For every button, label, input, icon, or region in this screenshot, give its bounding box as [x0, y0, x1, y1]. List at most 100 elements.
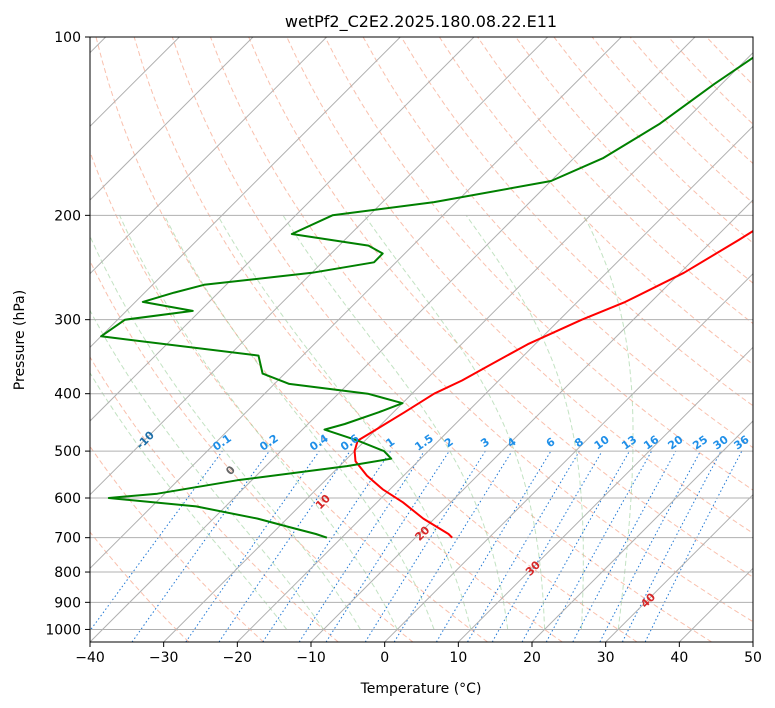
- dry-adiabat-label: 20: [412, 523, 432, 543]
- mixing-ratio-line: [90, 450, 223, 632]
- isotherm-line: [384, 272, 753, 642]
- x-tick-label: 30: [597, 650, 615, 666]
- moist-adiabat-line: [282, 215, 509, 630]
- dewpoint-line: [100, 56, 753, 539]
- plot-frame: [89, 36, 754, 643]
- isotherm-line: [605, 493, 753, 642]
- x-axis-label: Temperature (°C): [360, 681, 482, 697]
- dry-adiabats: [90, 37, 753, 642]
- isotherm-line: [90, 37, 475, 422]
- y-tick-label: 400: [54, 387, 81, 403]
- mixing-ratio-line: [131, 450, 270, 642]
- mixing-ratio-label: 20: [666, 433, 686, 453]
- dry-adiabat-line: [210, 37, 753, 623]
- dry-adiabat-label: 0: [223, 463, 238, 478]
- mixing-ratio-label: 16: [641, 433, 661, 453]
- dry-adiabat-line: [362, 37, 753, 449]
- moist-adiabat-line: [119, 215, 398, 630]
- mixing-ratio-line: [467, 450, 580, 642]
- isotherm-line: [90, 37, 622, 570]
- isotherm-line: [678, 567, 753, 642]
- isotherm-line: [90, 37, 696, 642]
- isotherm-line: [457, 346, 753, 642]
- mixing-ratio-line: [599, 450, 701, 642]
- dry-adiabat-line: [90, 356, 339, 642]
- dry-adiabat-line: [90, 531, 190, 642]
- isotherm-line: [90, 37, 328, 275]
- mixing-ratio-label: 1.5: [412, 432, 435, 454]
- dry-adiabat-line: [438, 37, 753, 366]
- x-tick-label: −40: [75, 650, 105, 666]
- y-axis-label: Pressure (hPa): [12, 290, 28, 390]
- plot-area: 0.10.20.40.611.52346810131620253036-100-…: [90, 37, 753, 642]
- dry-adiabat-label: -10: [134, 428, 157, 451]
- mixing-ratio-label: 10: [592, 433, 612, 453]
- mixing-ratio-line: [521, 450, 630, 642]
- dry-adiabat-line: [90, 445, 264, 642]
- dry-adiabat-line: [248, 37, 753, 578]
- isotherm-line: [90, 37, 401, 349]
- dry-adiabat-line: [90, 259, 414, 642]
- mixing-ratio-line: [298, 450, 425, 642]
- moist-adiabat-line: [217, 215, 472, 630]
- y-tick-label: 900: [54, 595, 81, 611]
- mixing-ratio-line: [545, 450, 653, 642]
- mixing-ratio-label: 13: [619, 433, 639, 452]
- dry-adiabat-label: 30: [523, 558, 543, 578]
- y-tick-label: 200: [54, 208, 81, 224]
- y-tick-label: 700: [54, 531, 81, 547]
- y-tick-label: 1000: [45, 622, 81, 638]
- mixing-ratio-label: 30: [711, 433, 731, 453]
- dry-adiabat-line: [324, 37, 753, 491]
- x-tick-label: −10: [296, 650, 326, 666]
- moist-adiabat-line: [90, 309, 325, 630]
- isotherm-line: [310, 199, 753, 642]
- mixing-ratio-label: 6: [544, 435, 558, 450]
- x-tick-label: −20: [223, 650, 253, 666]
- moist-adiabat-line: [90, 235, 361, 630]
- y-tick-label: 600: [54, 491, 81, 507]
- x-tick-label: 10: [449, 650, 467, 666]
- y-axis-ticks: 100 200 300 400 500 600 700 800 900 1000: [45, 30, 90, 638]
- x-tick-label: 0: [380, 650, 389, 666]
- mixing-ratio-label: 0.4: [307, 432, 331, 454]
- mixing-ratio-label: 3: [478, 435, 492, 450]
- temperature-line: [353, 229, 753, 539]
- dry-adiabat-label: 40: [638, 590, 658, 610]
- isotherm-line: [90, 37, 254, 201]
- mixing-ratio-line: [572, 450, 677, 642]
- x-tick-label: 40: [670, 650, 688, 666]
- mixing-ratio-line: [644, 450, 743, 642]
- dry-adiabat-line: [706, 37, 753, 86]
- mixing-ratio-label: 25: [690, 433, 710, 452]
- x-axis-ticks: −40 −30 −20 −10 0 10 20 30 40 50: [75, 642, 762, 666]
- mixing-ratio-lines: [90, 450, 743, 642]
- isotherm-grid: [90, 37, 753, 642]
- mixing-ratio-label: 4: [505, 435, 519, 450]
- mixing-ratio-line: [218, 450, 351, 642]
- x-tick-label: −30: [149, 650, 179, 666]
- mixing-ratio-line: [325, 450, 450, 642]
- mixing-ratio-label: 2: [442, 435, 456, 450]
- y-tick-label: 300: [54, 313, 81, 329]
- dry-adiabat-line: [553, 37, 753, 244]
- moist-adiabat-line: [583, 215, 634, 630]
- chart-title: wetPf2_C2E2.2025.180.08.22.E11: [285, 12, 557, 32]
- mixing-ratio-line: [262, 450, 392, 642]
- mixing-ratio-line: [393, 450, 513, 642]
- isotherm-line: [163, 51, 753, 642]
- mixing-ratio-line: [185, 450, 320, 642]
- x-tick-label: 50: [744, 650, 762, 666]
- x-tick-label: 20: [523, 650, 541, 666]
- isotherm-line: [752, 641, 753, 642]
- dry-adiabat-line: [133, 37, 638, 642]
- mixing-ratio-line: [621, 450, 722, 642]
- y-tick-label: 100: [54, 30, 81, 46]
- dry-adiabat-line: [668, 37, 753, 125]
- mixing-ratio-label: 1: [384, 435, 398, 450]
- mixing-ratio-line: [435, 450, 552, 642]
- sounding-curves: [100, 56, 753, 539]
- isotherm-line: [236, 125, 753, 642]
- isotherm-line: [90, 37, 549, 496]
- dry-adiabat-line: [400, 37, 753, 407]
